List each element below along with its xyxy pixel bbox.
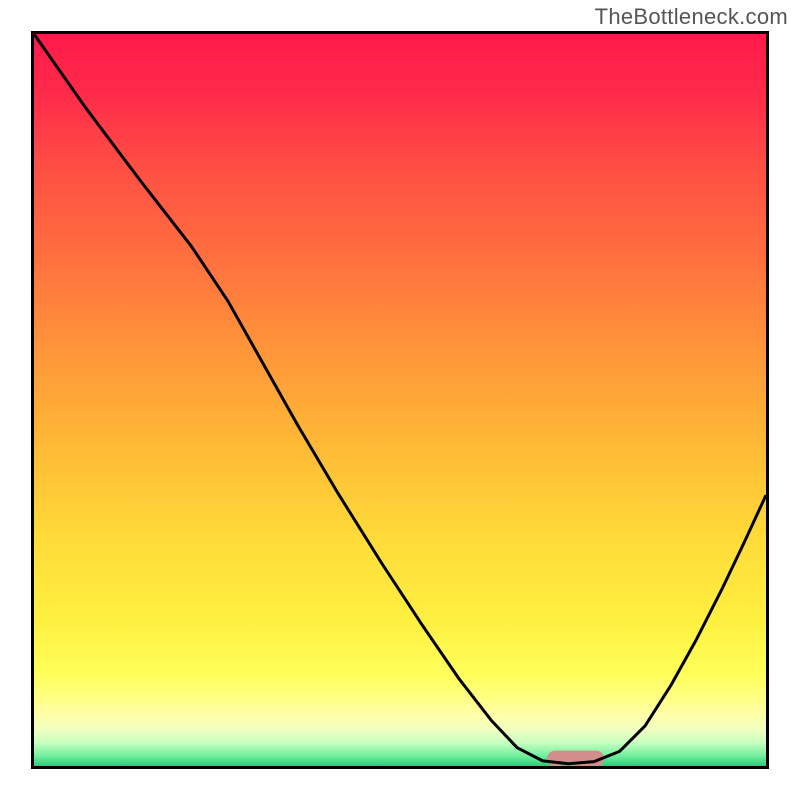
plot-area [31, 31, 769, 769]
watermark-text: TheBottleneck.com [595, 4, 788, 30]
gradient-background [34, 34, 766, 766]
plot-svg [31, 31, 769, 769]
chart-container: TheBottleneck.com [0, 0, 800, 800]
